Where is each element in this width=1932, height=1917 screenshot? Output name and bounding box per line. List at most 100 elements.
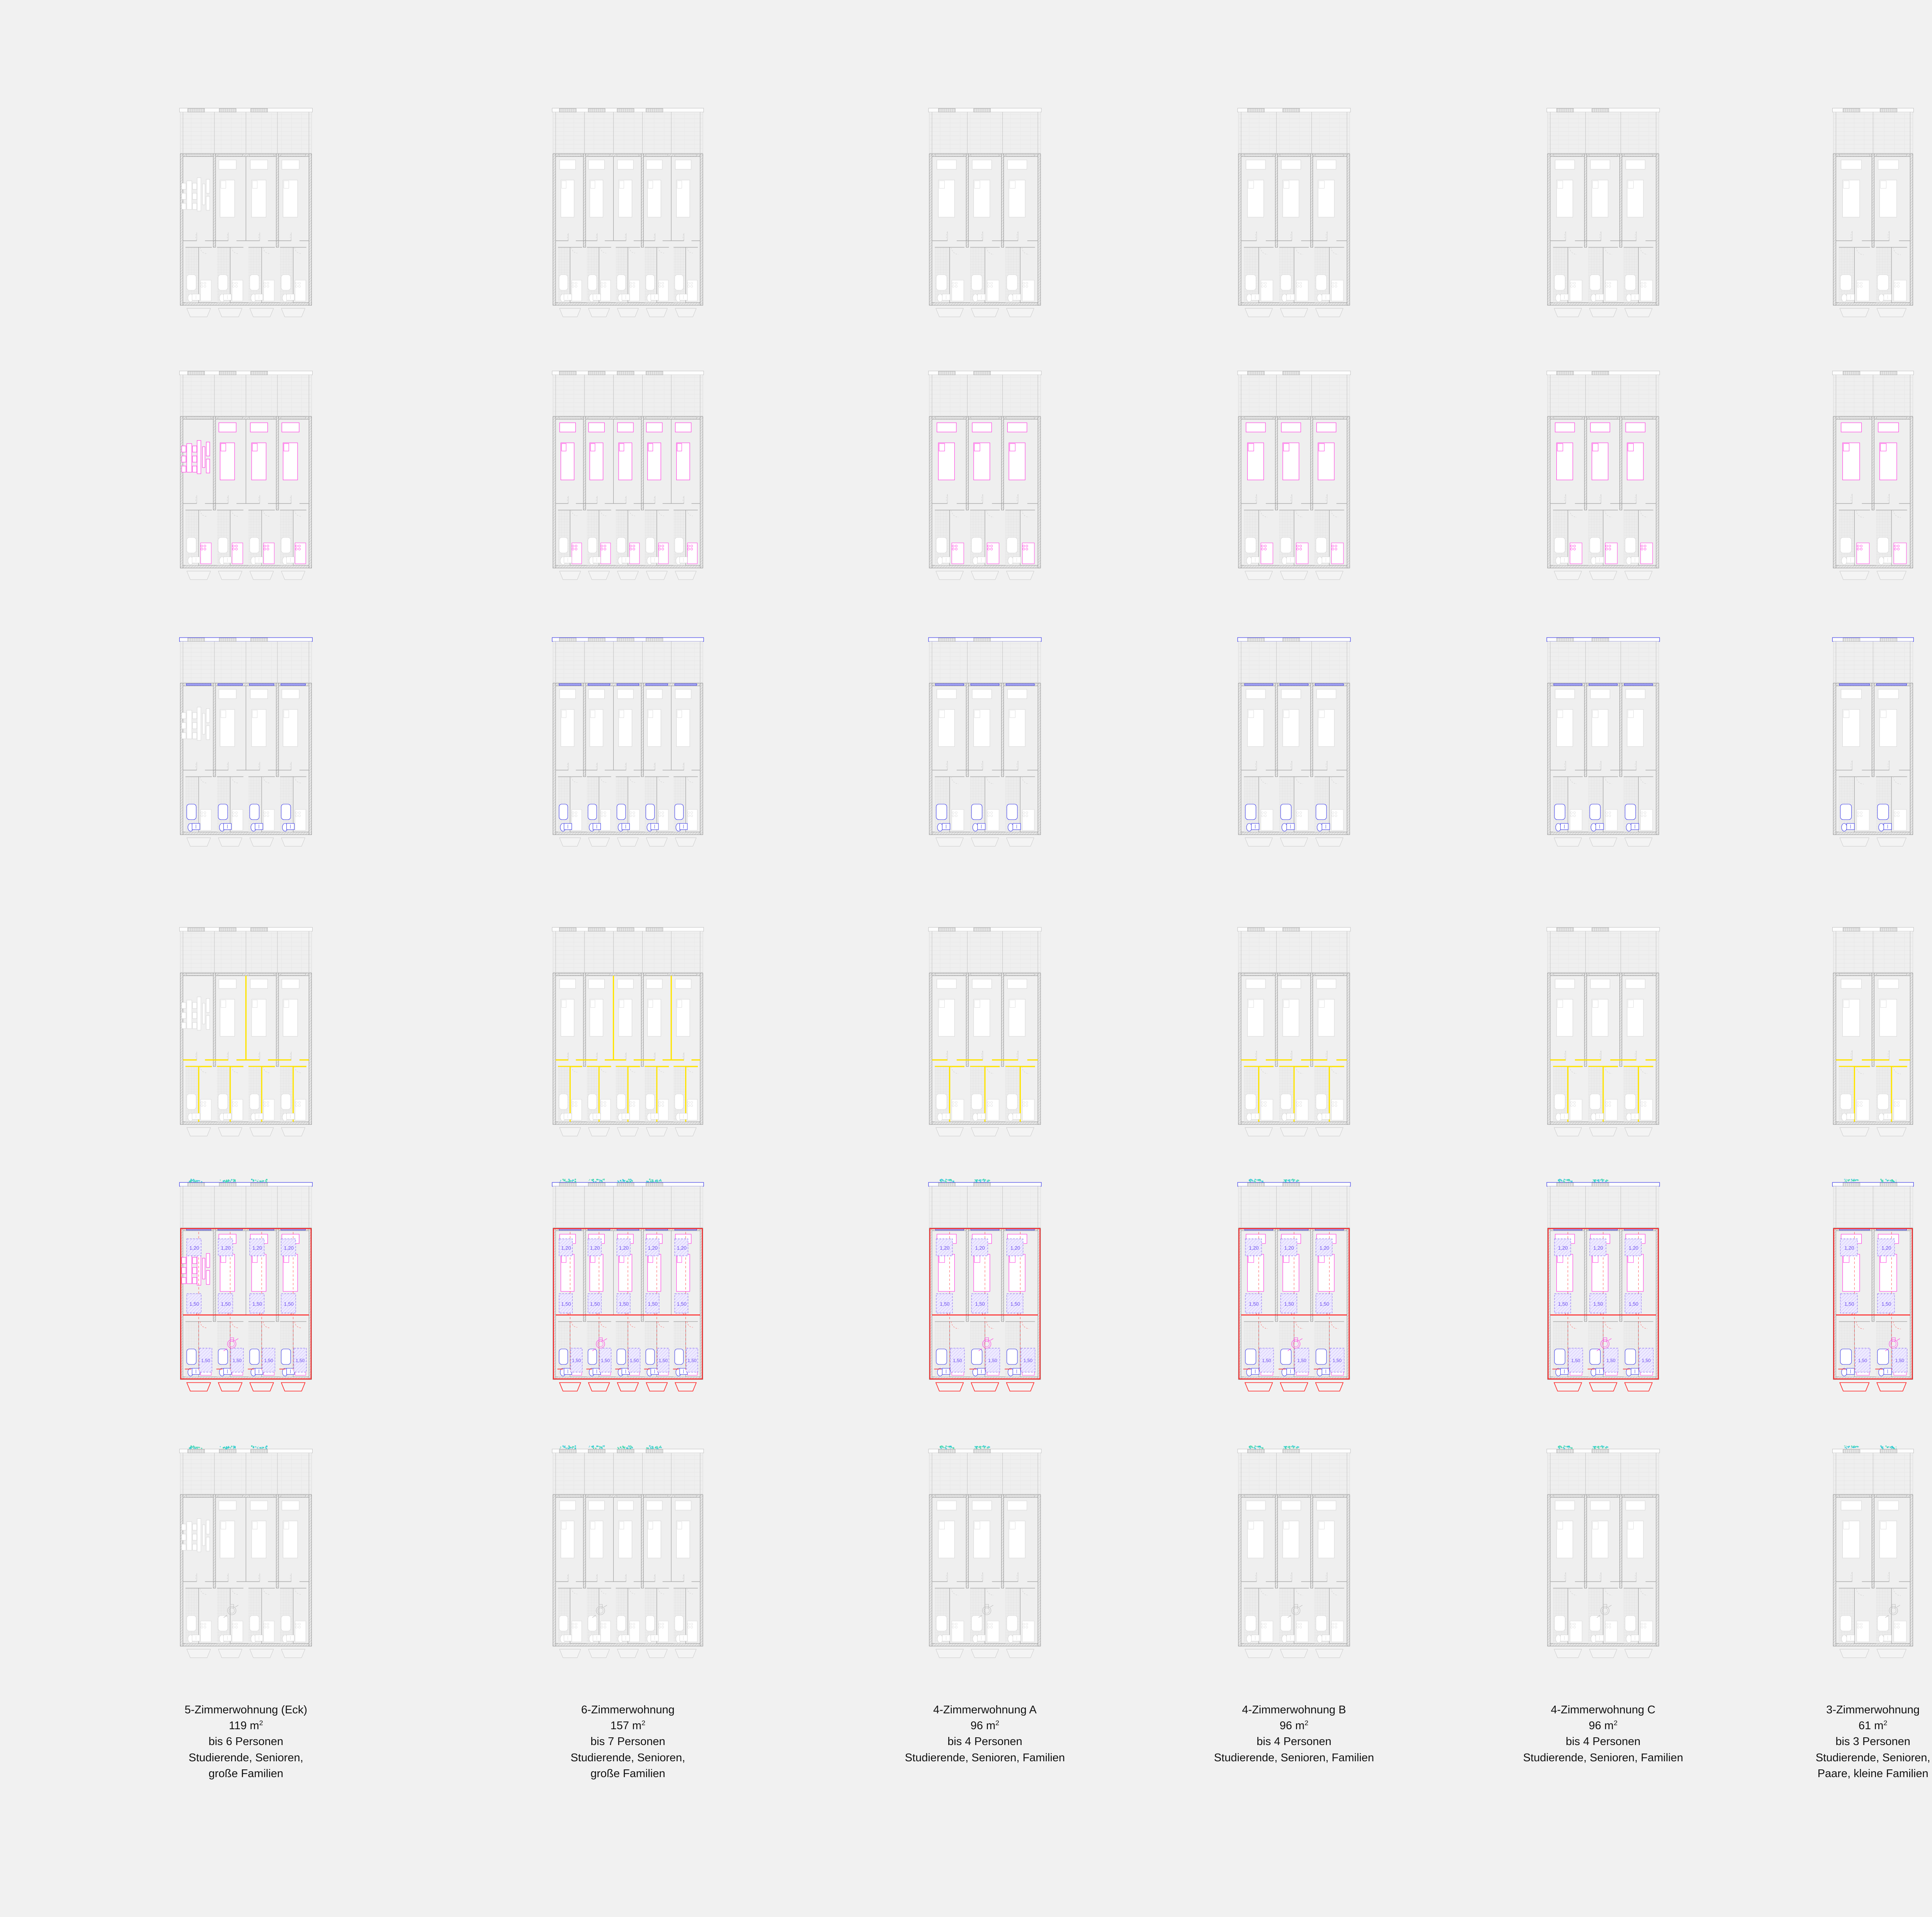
floor-plan-u5-barrierfree[interactable]: 1,20 1,50 1,50 1,20 1,50 1,50 1,20 1,50 1,50 (1459, 1171, 1747, 1403)
wheelchair-symbol (1885, 1337, 1900, 1351)
access-gallery (559, 1382, 697, 1391)
floor-plan-u3-sanitary[interactable] (841, 626, 1129, 858)
floor-plan-u3-barrierfree[interactable]: 1,20 1,50 1,50 1,20 1,50 1,50 1,20 1,50 1,50 (841, 1171, 1129, 1403)
access-gallery (1245, 837, 1344, 847)
planter-box (1556, 371, 1574, 375)
planter-box (1282, 371, 1300, 375)
floor-plan-u4-base[interactable] (1150, 97, 1438, 328)
furniture-layout (1841, 422, 1907, 564)
floor-plan-u6-base[interactable] (1769, 97, 1932, 328)
planter-box (1592, 1445, 1609, 1453)
floor-plan-u5-clean[interactable] (1459, 1437, 1747, 1669)
sanitary-fixtures (1245, 804, 1330, 832)
door-swings (1255, 494, 1338, 517)
floor-plan-svg (1237, 371, 1351, 580)
floor-plan-svg (1237, 1445, 1351, 1658)
floor-plan-u2-partitions[interactable] (436, 916, 820, 1148)
door-swings (1564, 231, 1648, 255)
floor-plan-u6-sanitary[interactable] (1769, 626, 1932, 858)
loggia-balcony (1546, 1179, 1660, 1228)
sanitary-fixtures (936, 804, 1021, 832)
floor-plan-u6-partitions[interactable] (1769, 916, 1932, 1148)
furniture-layout (181, 422, 306, 564)
floor-plan-u3-base[interactable] (841, 97, 1129, 328)
unit-occupancy: bis 6 Personen (208, 1735, 284, 1748)
unit-target-groups: Studierende, Senioren, große Familien (570, 1751, 685, 1780)
floor-plan-u5-sanitary[interactable] (1459, 626, 1747, 858)
sanitary-fixtures (1840, 1349, 1892, 1376)
sanitary-fixtures (1554, 537, 1639, 565)
floor-plan-u2-base[interactable] (436, 97, 820, 328)
access-gallery (186, 308, 305, 317)
floor-plan-u2-sanitary[interactable] (436, 626, 820, 858)
floor-plan-u4-barrierfree[interactable]: 1,20 1,50 1,50 1,20 1,50 1,50 1,20 1,50 1,50 (1150, 1171, 1438, 1403)
planter-box (219, 1446, 236, 1453)
floor-plan-u3-furniture[interactable] (841, 359, 1129, 591)
planter-box (559, 108, 577, 112)
floor-plan-u4-partitions[interactable] (1150, 916, 1438, 1148)
window-openings (1553, 683, 1653, 686)
loggia-balcony (1832, 1445, 1914, 1494)
planter-box (1592, 108, 1609, 112)
floor-plan-u4-furniture[interactable] (1150, 359, 1438, 591)
planter-box (1282, 638, 1300, 642)
floor-plan-u5-furniture[interactable] (1459, 359, 1747, 591)
floor-plan-u4-clean[interactable] (1150, 1437, 1438, 1669)
floor-plan-u5-base[interactable] (1459, 97, 1747, 328)
door-swings (196, 1573, 301, 1595)
furniture-layout (1246, 979, 1344, 1121)
window-openings (1839, 1495, 1907, 1497)
floor-plan-u2-clean[interactable] (436, 1437, 820, 1669)
planter-box (938, 638, 956, 642)
floor-plan-u6-barrierfree[interactable]: 1,20 1,50 1,50 1,20 1,50 1,50 (1769, 1171, 1932, 1403)
floor-plan-svg (179, 371, 313, 580)
door-swings (567, 762, 693, 783)
wet-room-tiling (1838, 248, 1891, 303)
floor-plan-u1-clean[interactable] (77, 1437, 415, 1669)
unit-title: 4-Zimmerwohnung A (933, 1704, 1037, 1716)
door-swings (1255, 761, 1338, 784)
unit-occupancy: bis 3 Personen (1835, 1735, 1910, 1748)
window-openings (1839, 154, 1907, 156)
floor-plan-u1-sanitary[interactable] (77, 626, 415, 858)
wheelchair-symbol (592, 1604, 607, 1618)
planter-box (250, 927, 268, 932)
door-swings (1564, 761, 1648, 784)
floor-plan-u1-base[interactable] (77, 97, 415, 328)
furniture-layout (937, 422, 1035, 564)
planter-box (1843, 927, 1860, 932)
planter-box (187, 108, 205, 112)
partition-walls (1836, 240, 1910, 303)
sanitary-fixtures (559, 1094, 688, 1121)
floor-plan-u1-barrierfree[interactable]: 1,20 1,50 1,50 1,20 1,50 1,50 1,20 1,50 1,50 1,20… (77, 1171, 415, 1403)
furniture-layout (559, 422, 697, 564)
floor-plan-u6-furniture[interactable] (1769, 359, 1932, 591)
floor-plan-svg: 1,201,501,501,201,501,501,201,501,50 (928, 1179, 1042, 1391)
wet-room-tiling (185, 1067, 293, 1122)
floor-plan-svg: 1,201,501,501,201,501,501,201,501,501,20… (179, 1179, 313, 1391)
floor-plan-u3-partitions[interactable] (841, 916, 1129, 1148)
floor-plan-u1-partitions[interactable] (77, 916, 415, 1148)
planter-box (1592, 1179, 1609, 1187)
floor-plan-u5-partitions[interactable] (1459, 916, 1747, 1148)
floor-plan-u4-sanitary[interactable] (1150, 626, 1438, 858)
furniture-layout (1555, 422, 1653, 564)
planter-box (1282, 108, 1300, 112)
unit-title: 3-Zimmerwohnung (1826, 1704, 1920, 1716)
unit-area: 96 m2 (1279, 1719, 1309, 1732)
access-gallery (1245, 308, 1344, 317)
floor-plan-u3-clean[interactable] (841, 1437, 1129, 1669)
floor-plan-svg: 1,201,501,501,201,501,501,201,501,501,20… (552, 1178, 704, 1391)
floor-plan-u2-furniture[interactable] (436, 359, 820, 591)
planter-box (250, 1445, 268, 1453)
planter-box (646, 927, 663, 932)
access-gallery (1839, 1382, 1907, 1391)
access-gallery (1554, 1127, 1653, 1136)
wheelchair-symbol (1287, 1337, 1303, 1351)
floor-plan-u2-barrierfree[interactable]: 1,20 1,50 1,50 1,20 1,50 1,50 1,20 1,50 1,50 1,20… (436, 1171, 820, 1403)
sanitary-fixtures (559, 274, 688, 302)
structural-walls (180, 153, 312, 306)
floor-plan-u1-furniture[interactable] (77, 359, 415, 591)
floor-plan-u6-clean[interactable] (1769, 1437, 1932, 1669)
loggia-balcony (179, 1179, 313, 1228)
